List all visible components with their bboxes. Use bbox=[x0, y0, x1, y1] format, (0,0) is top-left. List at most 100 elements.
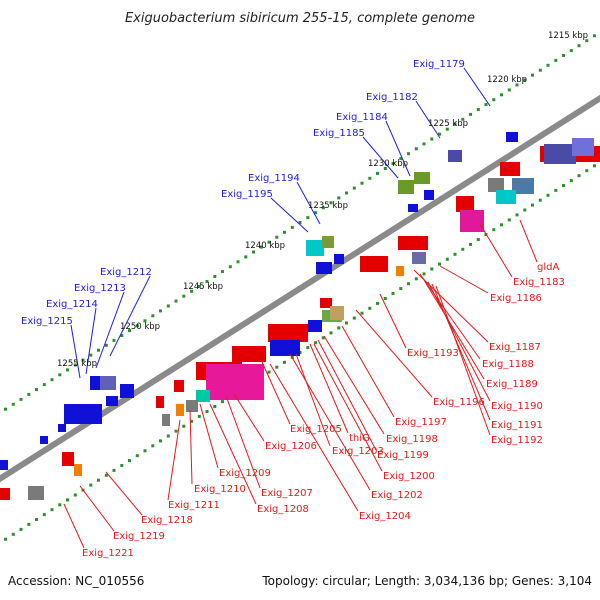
gene-label[interactable]: Exig_1182 bbox=[366, 92, 418, 103]
gene-label[interactable]: Exig_1188 bbox=[482, 359, 534, 370]
tick-mark bbox=[104, 473, 108, 477]
gene-feature[interactable] bbox=[186, 400, 198, 412]
tick-mark bbox=[546, 193, 550, 197]
leader-line bbox=[79, 485, 115, 532]
gene-feature[interactable] bbox=[460, 210, 484, 232]
gene-label[interactable]: Exig_1211 bbox=[168, 500, 220, 511]
gene-feature[interactable] bbox=[106, 396, 118, 406]
gene-label[interactable]: Exig_1204 bbox=[359, 511, 411, 522]
gene-feature[interactable] bbox=[488, 178, 504, 192]
gene-label[interactable]: Exig_1212 bbox=[100, 267, 152, 278]
gene-feature[interactable] bbox=[162, 414, 170, 426]
gene-feature[interactable] bbox=[306, 240, 324, 256]
gene-label[interactable]: Exig_1183 bbox=[513, 277, 565, 288]
gene-label[interactable]: Exig_1179 bbox=[413, 59, 465, 70]
gene-feature[interactable] bbox=[156, 396, 164, 408]
gene-feature[interactable] bbox=[322, 236, 334, 248]
gene-feature[interactable] bbox=[62, 452, 74, 466]
gene-feature[interactable] bbox=[398, 236, 428, 250]
gene-feature[interactable] bbox=[396, 266, 404, 276]
gene-feature[interactable] bbox=[28, 486, 44, 500]
gene-label[interactable]: Exig_1214 bbox=[46, 299, 98, 310]
gene-feature[interactable] bbox=[506, 132, 518, 142]
gene-feature[interactable] bbox=[174, 380, 184, 392]
gene-label[interactable]: Exig_1187 bbox=[489, 342, 541, 353]
gene-feature[interactable] bbox=[320, 298, 332, 308]
tick-mark bbox=[112, 338, 116, 342]
gene-feature[interactable] bbox=[0, 460, 8, 470]
gene-label[interactable]: Exig_1209 bbox=[219, 468, 271, 479]
tick-mark bbox=[42, 513, 46, 517]
gene-label[interactable]: Exig_1210 bbox=[194, 484, 246, 495]
gene-label[interactable]: Exig_1191 bbox=[491, 420, 543, 431]
gene-feature[interactable] bbox=[206, 364, 264, 400]
gene-feature[interactable] bbox=[58, 424, 66, 432]
gene-label[interactable]: Exig_1207 bbox=[261, 488, 313, 499]
gene-feature[interactable] bbox=[412, 252, 426, 264]
gene-feature[interactable] bbox=[512, 178, 534, 194]
gene-label[interactable]: Exig_1202 bbox=[371, 490, 423, 501]
gene-label[interactable]: Exig_1189 bbox=[486, 379, 538, 390]
gene-feature[interactable] bbox=[268, 324, 308, 342]
gene-label[interactable]: Exig_1192 bbox=[491, 435, 543, 446]
gene-feature[interactable] bbox=[334, 254, 344, 264]
gene-label[interactable]: Exig_1203 bbox=[332, 446, 384, 457]
gene-feature[interactable] bbox=[316, 262, 332, 274]
tick-mark bbox=[182, 294, 186, 298]
gene-feature[interactable] bbox=[308, 320, 322, 332]
gene-label[interactable]: Exig_1219 bbox=[113, 531, 165, 542]
gene-feature[interactable] bbox=[176, 404, 184, 416]
tick-mark bbox=[507, 218, 511, 222]
gene-feature[interactable] bbox=[448, 150, 462, 162]
gene-label[interactable]: Exig_1185 bbox=[313, 128, 365, 139]
tick-mark bbox=[407, 282, 410, 286]
gene-feature[interactable] bbox=[398, 180, 414, 194]
gene-label[interactable]: Exig_1184 bbox=[336, 112, 388, 123]
gene-label[interactable]: Exig_1221 bbox=[82, 548, 134, 559]
gene-label[interactable]: Exig_1213 bbox=[74, 283, 126, 294]
gene-label[interactable]: Exig_1194 bbox=[248, 173, 300, 184]
gene-label[interactable]: Exig_1193 bbox=[407, 348, 459, 359]
gene-label[interactable]: gldA bbox=[537, 262, 559, 273]
gene-feature[interactable] bbox=[196, 390, 210, 402]
gene-label[interactable]: Exig_1205 bbox=[290, 424, 342, 435]
gene-feature[interactable] bbox=[40, 436, 48, 444]
tick-mark bbox=[128, 459, 131, 463]
gene-feature[interactable] bbox=[64, 404, 102, 424]
tick-mark bbox=[422, 142, 426, 146]
gene-label[interactable]: Exig_1186 bbox=[490, 293, 542, 304]
tick-mark bbox=[290, 225, 294, 229]
gene-feature[interactable] bbox=[496, 190, 516, 204]
gene-label[interactable]: Exig_1198 bbox=[386, 434, 438, 445]
gene-feature[interactable] bbox=[360, 256, 388, 272]
gene-label[interactable]: Exig_1195 bbox=[221, 189, 273, 200]
gene-feature[interactable] bbox=[544, 144, 576, 164]
tick-mark bbox=[221, 400, 224, 404]
gene-feature[interactable] bbox=[572, 138, 594, 156]
gene-feature[interactable] bbox=[330, 306, 344, 320]
gene-label[interactable]: Exig_1206 bbox=[265, 441, 317, 452]
gene-feature[interactable] bbox=[500, 162, 520, 176]
gene-feature[interactable] bbox=[100, 376, 116, 390]
gene-feature[interactable] bbox=[414, 172, 430, 184]
gene-feature[interactable] bbox=[74, 464, 82, 476]
gene-label[interactable]: Exig_1196 bbox=[433, 397, 485, 408]
gene-label[interactable]: Exig_1208 bbox=[257, 504, 309, 515]
leader-line bbox=[95, 291, 125, 369]
gene-feature[interactable] bbox=[408, 204, 418, 212]
tick-mark bbox=[42, 383, 46, 387]
gene-feature[interactable] bbox=[270, 340, 300, 356]
gene-feature[interactable] bbox=[120, 384, 134, 398]
gene-label[interactable]: Exig_1190 bbox=[491, 401, 543, 412]
gene-label[interactable]: thiG bbox=[349, 433, 370, 444]
gene-label[interactable]: Exig_1200 bbox=[383, 471, 435, 482]
gene-feature[interactable] bbox=[456, 196, 474, 212]
gene-label[interactable]: Exig_1197 bbox=[395, 417, 447, 428]
gene-feature[interactable] bbox=[424, 190, 434, 200]
gene-label[interactable]: Exig_1215 bbox=[21, 316, 73, 327]
gene-feature[interactable] bbox=[232, 346, 266, 362]
tick-mark bbox=[593, 164, 596, 168]
gene-label[interactable]: Exig_1218 bbox=[141, 515, 193, 526]
gene-feature[interactable] bbox=[0, 488, 10, 500]
gene-label[interactable]: Exig_1199 bbox=[377, 450, 429, 461]
